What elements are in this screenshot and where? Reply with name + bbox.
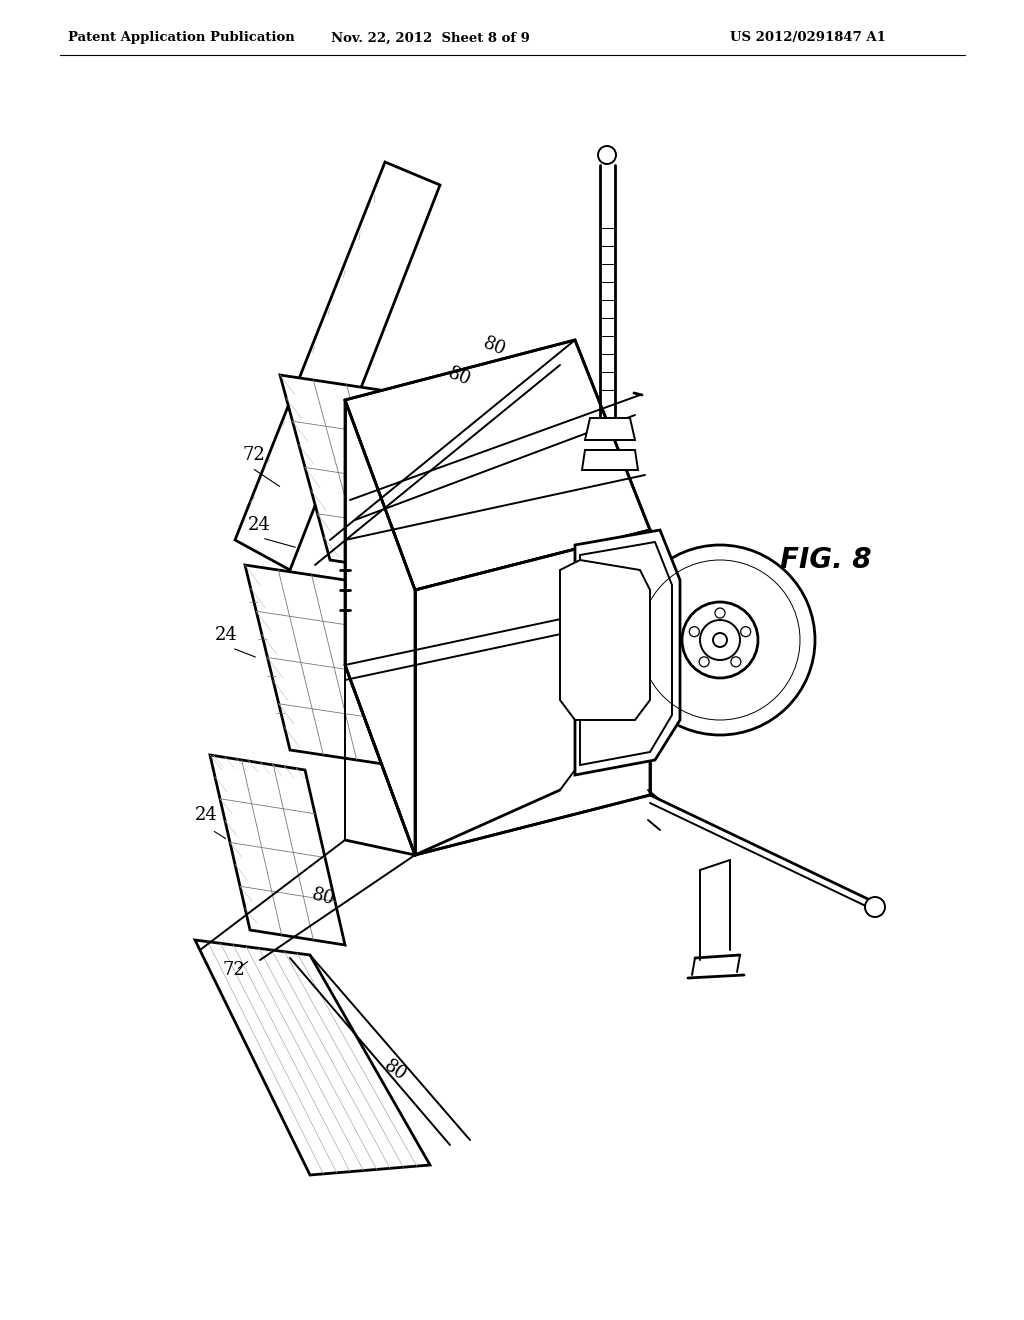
Text: 80: 80 bbox=[445, 364, 473, 389]
Circle shape bbox=[625, 545, 815, 735]
Polygon shape bbox=[234, 162, 440, 570]
Text: 72: 72 bbox=[242, 446, 265, 465]
Polygon shape bbox=[585, 418, 635, 440]
Polygon shape bbox=[345, 341, 650, 590]
Polygon shape bbox=[415, 531, 650, 855]
Text: 24: 24 bbox=[195, 807, 218, 824]
Circle shape bbox=[865, 898, 885, 917]
Circle shape bbox=[731, 657, 741, 667]
Polygon shape bbox=[580, 543, 672, 766]
Circle shape bbox=[699, 657, 710, 667]
Text: 24: 24 bbox=[248, 516, 270, 535]
Circle shape bbox=[740, 627, 751, 636]
Text: 72: 72 bbox=[222, 961, 245, 979]
Text: Patent Application Publication: Patent Application Publication bbox=[68, 32, 295, 45]
Polygon shape bbox=[582, 450, 638, 470]
Text: US 2012/0291847 A1: US 2012/0291847 A1 bbox=[730, 32, 886, 45]
Circle shape bbox=[715, 609, 725, 618]
Text: 80: 80 bbox=[380, 1056, 410, 1084]
Text: 80: 80 bbox=[480, 334, 508, 359]
Polygon shape bbox=[280, 375, 430, 576]
Text: 24: 24 bbox=[215, 626, 238, 644]
Polygon shape bbox=[345, 400, 415, 855]
Circle shape bbox=[598, 147, 616, 164]
Text: Nov. 22, 2012  Sheet 8 of 9: Nov. 22, 2012 Sheet 8 of 9 bbox=[331, 32, 529, 45]
Circle shape bbox=[689, 627, 699, 636]
Polygon shape bbox=[210, 755, 345, 945]
Text: FIG. 8: FIG. 8 bbox=[780, 546, 871, 574]
Text: 80: 80 bbox=[310, 886, 337, 909]
Polygon shape bbox=[560, 560, 650, 719]
Polygon shape bbox=[195, 940, 430, 1175]
Polygon shape bbox=[245, 565, 390, 766]
Circle shape bbox=[713, 634, 727, 647]
Circle shape bbox=[682, 602, 758, 678]
Circle shape bbox=[700, 620, 740, 660]
Polygon shape bbox=[575, 531, 680, 775]
